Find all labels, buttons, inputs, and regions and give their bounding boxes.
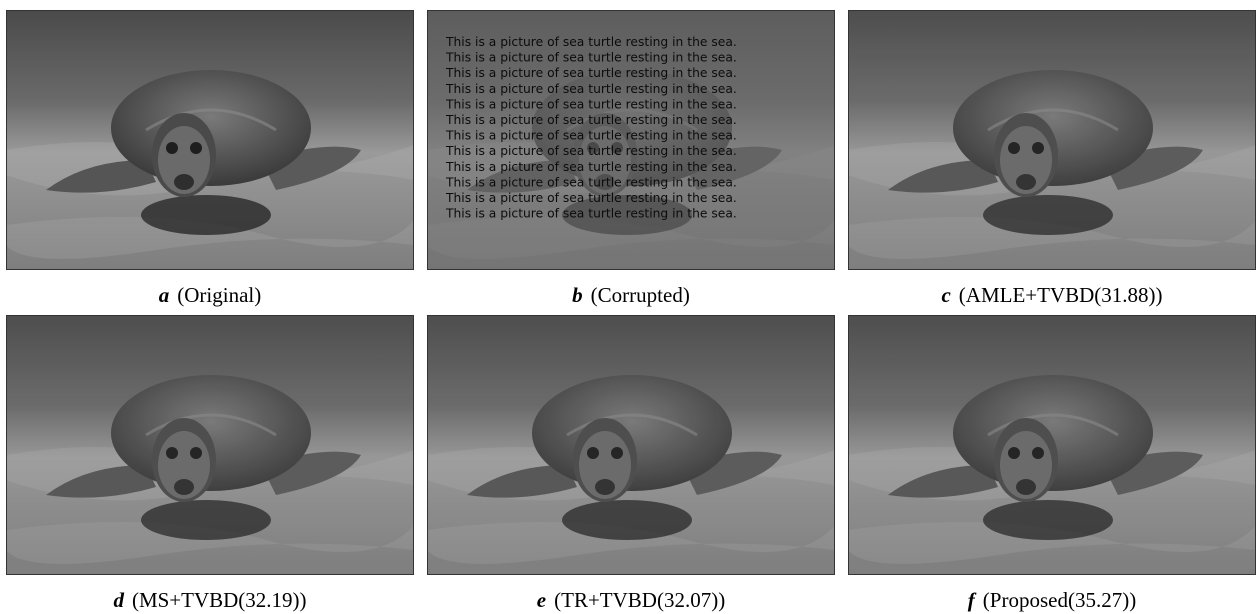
caption-text: (Proposed(35.27))	[983, 588, 1136, 612]
caption: d (MS+TVBD(32.19))	[113, 588, 306, 612]
restoration-blur	[6, 315, 414, 575]
panel	[848, 315, 1256, 575]
caption-letter: b	[572, 283, 583, 307]
figure: a (Original) This is a picture of sea turt…	[0, 0, 1259, 614]
caption: f(Proposed(35.27))	[968, 588, 1136, 612]
panel	[6, 10, 414, 270]
restoration-blur	[848, 315, 1256, 575]
caption-letter: c	[941, 283, 951, 307]
overlay-text: This is a picture of sea turtle resting …	[445, 51, 737, 65]
overlay-text: This is a picture of sea turtle resting …	[445, 191, 737, 205]
panel	[848, 10, 1256, 270]
overlay-text: This is a picture of sea turtle resting …	[445, 207, 737, 221]
caption: a (Original)	[159, 283, 261, 307]
caption-letter: e	[537, 588, 546, 612]
caption: e (TR+TVBD(32.07))	[537, 588, 725, 612]
overlay-text: This is a picture of sea turtle resting …	[445, 82, 737, 96]
overlay-text: This is a picture of sea turtle resting …	[445, 160, 737, 174]
page: a (Original) This is a picture of sea turt…	[0, 0, 1259, 614]
panel	[427, 315, 835, 575]
caption: b (Corrupted)	[572, 283, 690, 307]
caption-letter: d	[113, 588, 124, 612]
caption-letter: a	[159, 283, 170, 307]
caption-text: (TR+TVBD(32.07))	[554, 588, 725, 612]
caption-text: (AMLE+TVBD(31.88))	[959, 283, 1163, 307]
panel: This is a picture of sea turtle resting …	[427, 10, 835, 270]
overlay-text: This is a picture of sea turtle resting …	[445, 144, 737, 158]
panel-image	[6, 10, 414, 270]
overlay-text: This is a picture of sea turtle resting …	[445, 66, 737, 80]
overlay-text: This is a picture of sea turtle resting …	[445, 97, 737, 111]
restoration-blur	[848, 10, 1256, 270]
overlay-text: This is a picture of sea turtle resting …	[445, 113, 737, 127]
caption-text: (Original)	[177, 283, 261, 307]
restoration-blur	[427, 315, 835, 575]
panel	[6, 315, 414, 575]
overlay-text: This is a picture of sea turtle resting …	[445, 35, 737, 49]
caption-text: (Corrupted)	[591, 283, 690, 307]
caption-letter: f	[968, 588, 977, 612]
overlay-text: This is a picture of sea turtle resting …	[445, 175, 737, 189]
overlay-text: This is a picture of sea turtle resting …	[445, 129, 737, 143]
caption-text: (MS+TVBD(32.19))	[132, 588, 307, 612]
caption: c (AMLE+TVBD(31.88))	[941, 283, 1162, 307]
